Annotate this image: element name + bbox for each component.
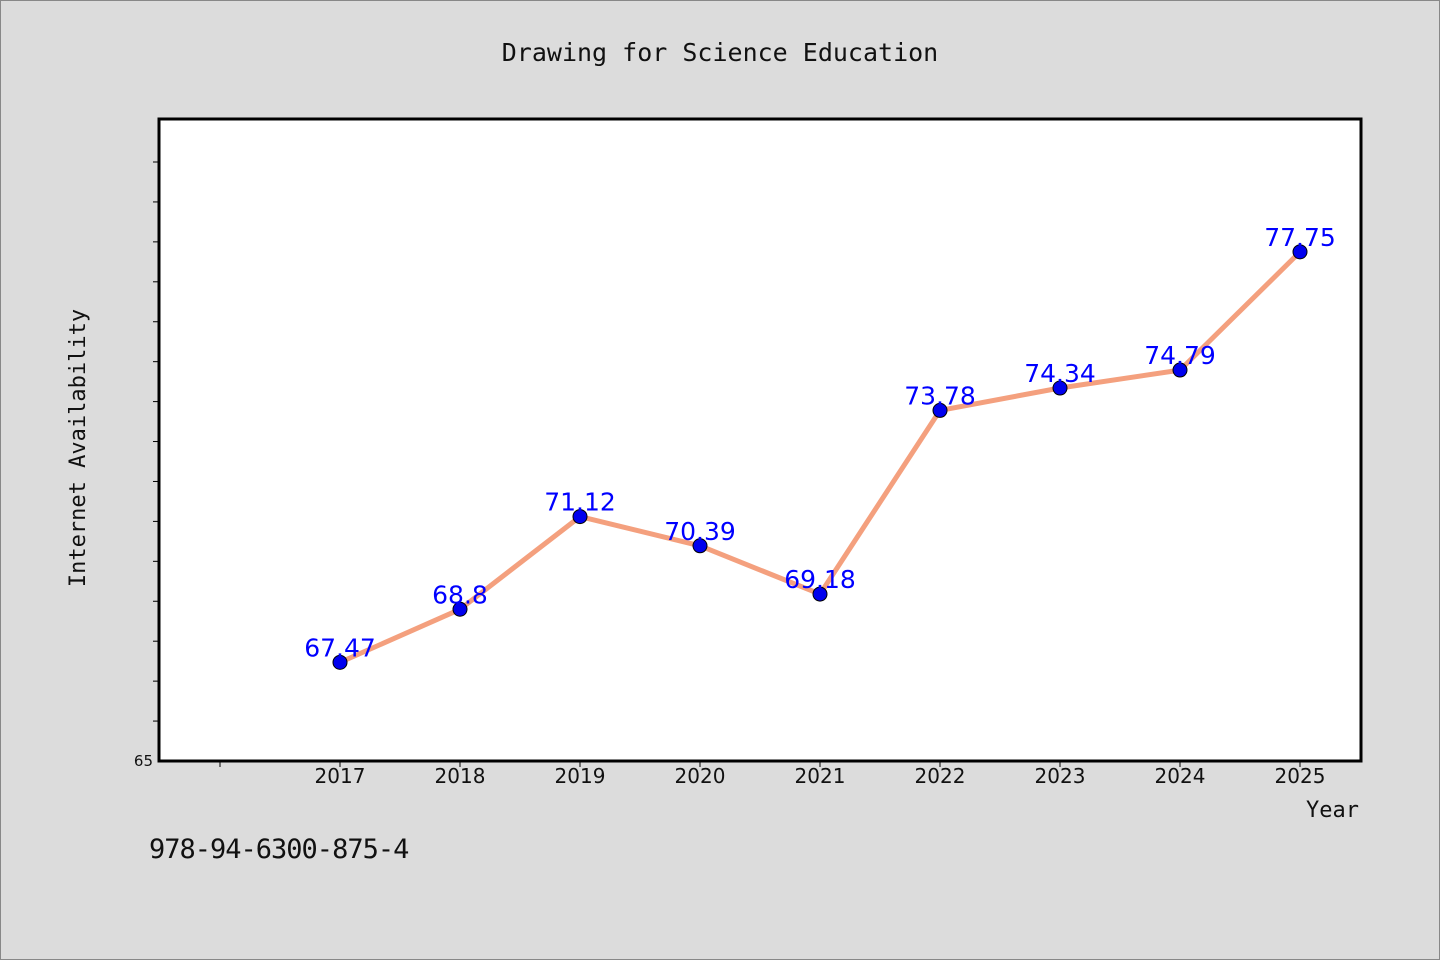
x-tick-label-2019: 2019 <box>555 764 606 788</box>
y-tick-label-65: 65 <box>134 752 153 770</box>
x-axis-label: Year <box>1306 798 1359 823</box>
data-label-2017: 67.47 <box>304 633 376 662</box>
chart-title: Drawing for Science Education <box>502 38 939 67</box>
data-point-2020 <box>692 538 708 554</box>
x-axis-tick-labels: 2017 2018 2019 2020 2021 2022 2023 2024 2025 <box>315 764 1326 788</box>
x-tick-label-2018: 2018 <box>435 764 486 788</box>
data-label-2021: 69.18 <box>784 565 856 594</box>
data-point-2025 <box>1292 244 1308 260</box>
x-tick-label-2025: 2025 <box>1275 764 1326 788</box>
data-label-2024: 74.79 <box>1144 341 1216 370</box>
x-tick-label-2017: 2017 <box>315 764 366 788</box>
x-tick-label-2024: 2024 <box>1155 764 1206 788</box>
data-point-2019 <box>572 509 588 525</box>
data-labels: 67.47 68.8 71.12 70.39 69.18 73.78 74.34 74.79 7… <box>304 223 1336 663</box>
x-tick-label-2020: 2020 <box>675 764 726 788</box>
x-axis-ticks <box>219 761 1301 767</box>
data-point-2023 <box>1052 380 1068 396</box>
data-label-2018: 68.8 <box>432 580 488 609</box>
y-axis-label: Internet Availability <box>66 309 91 587</box>
data-point-2018 <box>452 601 468 617</box>
data-label-2020: 70.39 <box>664 517 736 546</box>
data-point-2022 <box>932 402 948 418</box>
y-axis-ticks <box>153 161 159 722</box>
data-point-2021 <box>812 586 828 602</box>
x-tick-label-2021: 2021 <box>795 764 846 788</box>
x-tick-label-2023: 2023 <box>1035 764 1086 788</box>
x-tick-label-2022: 2022 <box>915 764 966 788</box>
data-label-2022: 73.78 <box>904 381 976 410</box>
data-label-2023: 74.34 <box>1024 359 1096 388</box>
data-label-2025: 77.75 <box>1264 223 1336 252</box>
data-point-2017 <box>332 654 348 670</box>
data-markers <box>332 244 1308 670</box>
isbn-text: 978-94-6300-875-4 <box>149 834 409 865</box>
data-label-2019: 71.12 <box>544 488 616 517</box>
data-point-2024 <box>1172 362 1188 378</box>
